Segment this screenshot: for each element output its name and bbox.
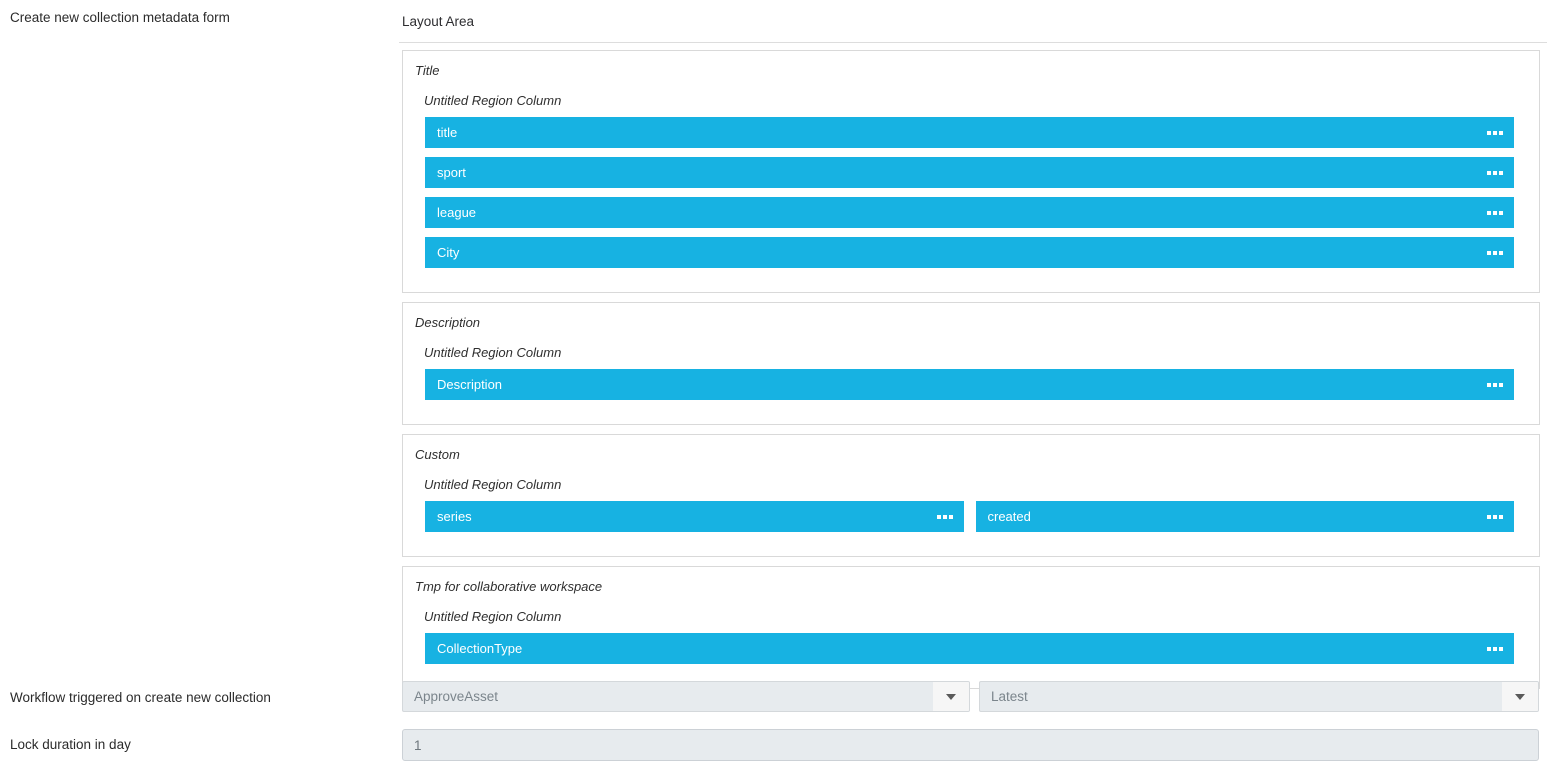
drag-handle-icon[interactable]: [1487, 211, 1503, 215]
field-bar-label: sport: [437, 165, 466, 180]
drag-handle-icon[interactable]: [1487, 383, 1503, 387]
workflow-dropdown-value: ApproveAsset: [414, 689, 499, 704]
field-group: Custom Untitled Region Column series create…: [402, 434, 1540, 557]
field-bar[interactable]: league: [425, 197, 1514, 228]
drag-handle-icon[interactable]: [936, 515, 953, 519]
field-bar-list: series created: [425, 501, 1514, 532]
region-column-label: Untitled Region Column: [424, 477, 562, 492]
field-bar[interactable]: series: [425, 501, 964, 532]
field-bar[interactable]: Description: [425, 369, 1514, 400]
field-bar[interactable]: title: [425, 117, 1514, 148]
field-bar-label: CollectionType: [437, 641, 523, 656]
field-bar-label: title: [437, 125, 458, 140]
field-group: Description Untitled Region Column Descrip…: [402, 302, 1540, 425]
drag-handle-icon[interactable]: [1487, 131, 1503, 135]
workflow-row: ApproveAsset Latest: [402, 681, 1539, 712]
workflow-dropdown[interactable]: ApproveAsset: [402, 681, 970, 712]
chevron-down-icon[interactable]: [933, 682, 969, 711]
field-bar-list: Description: [425, 369, 1514, 400]
workflow-version-dropdown-value: Latest: [991, 689, 1028, 704]
field-bar-label: created: [987, 509, 1031, 524]
group-label: Custom: [415, 447, 460, 462]
drag-handle-icon[interactable]: [1487, 251, 1503, 255]
lock-duration-label: Lock duration in day: [10, 737, 131, 752]
workflow-trigger-label: Workflow triggered on create new collect…: [10, 690, 271, 705]
field-bar-label: series: [437, 509, 472, 524]
group-label: Title: [415, 63, 440, 78]
region-column-label: Untitled Region Column: [424, 93, 562, 108]
workflow-version-dropdown[interactable]: Latest: [979, 681, 1539, 712]
drag-handle-icon[interactable]: [1487, 515, 1503, 519]
chevron-down-icon[interactable]: [1502, 682, 1538, 711]
region-column-label: Untitled Region Column: [424, 609, 562, 624]
field-bar-label: league: [437, 205, 477, 220]
field-bar[interactable]: created: [975, 501, 1514, 532]
field-bar-label: City: [437, 245, 460, 260]
lock-duration-row: [402, 729, 1539, 761]
form-title: Create new collection metadata form: [10, 10, 230, 25]
field-bar[interactable]: sport: [425, 157, 1514, 188]
field-bar-list: title sport league City: [425, 117, 1514, 268]
layout-area-groups: Title Untitled Region Column title sport lea…: [402, 50, 1540, 698]
field-bar[interactable]: City: [425, 237, 1514, 268]
field-group: Title Untitled Region Column title sport lea…: [402, 50, 1540, 293]
layout-area-title: Layout Area: [402, 14, 475, 29]
drag-handle-icon[interactable]: [1487, 171, 1503, 175]
field-bar[interactable]: CollectionType: [425, 633, 1514, 664]
divider: [399, 42, 1547, 43]
lock-duration-input[interactable]: [402, 729, 1539, 761]
field-group: Tmp for collaborative workspace Untitled …: [402, 566, 1540, 689]
group-label: Description: [415, 315, 481, 330]
region-column-label: Untitled Region Column: [424, 345, 562, 360]
field-bar-list: CollectionType: [425, 633, 1514, 664]
group-label: Tmp for collaborative workspace: [415, 579, 603, 594]
field-bar-label: Description: [437, 377, 503, 392]
drag-handle-icon[interactable]: [1487, 647, 1503, 651]
